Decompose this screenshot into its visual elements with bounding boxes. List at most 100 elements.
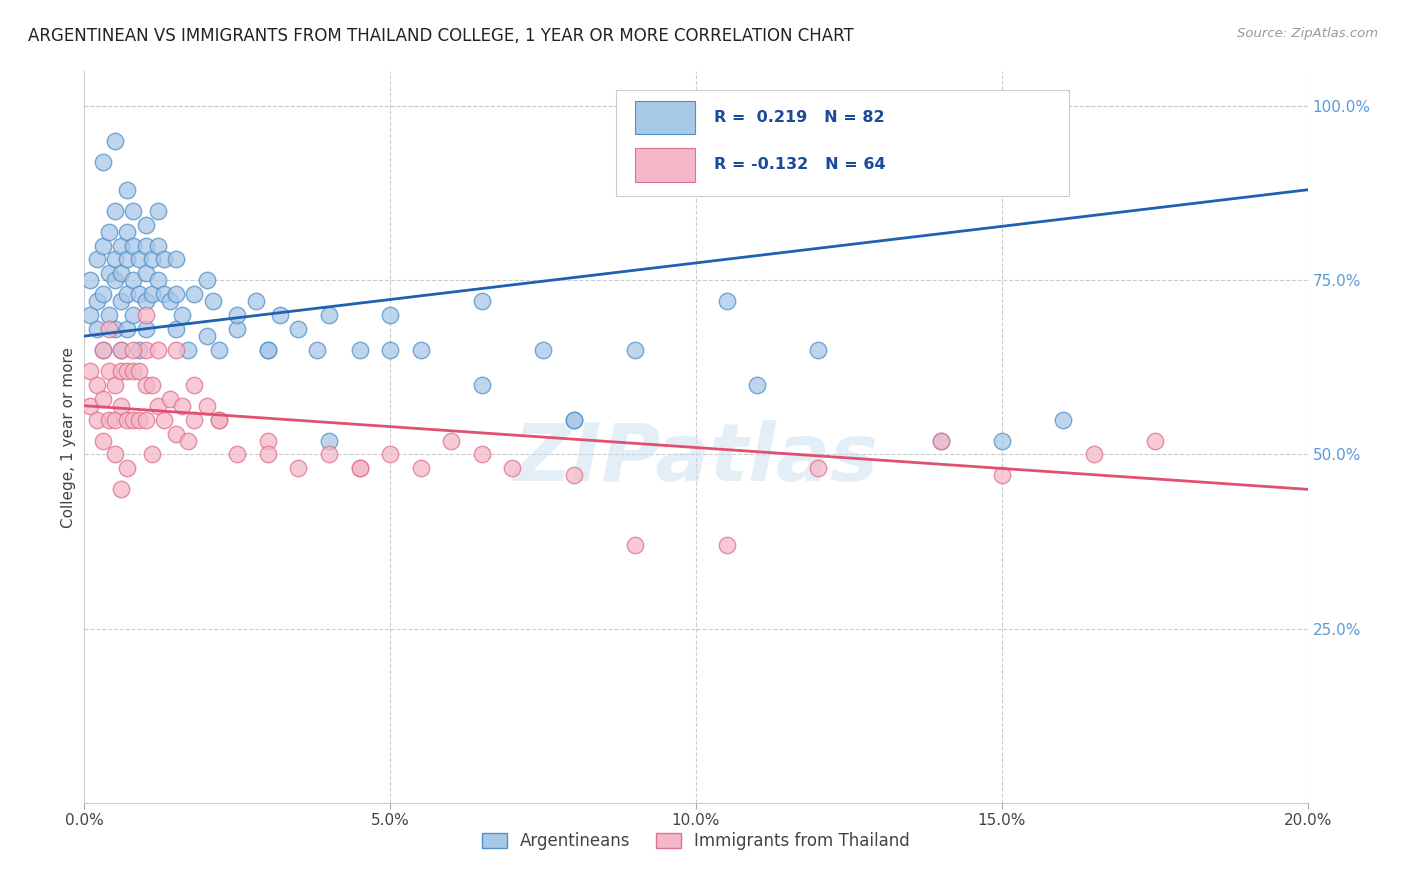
Text: R =  0.219   N = 82: R = 0.219 N = 82 <box>714 110 884 125</box>
Point <box>91 392 114 406</box>
Point <box>257 448 280 462</box>
Point <box>172 308 194 322</box>
Point <box>122 273 145 287</box>
Point <box>1052 412 1074 426</box>
Text: Source: ZipAtlas.com: Source: ZipAtlas.com <box>1237 27 1378 40</box>
Point <box>807 461 830 475</box>
Point <box>146 238 169 252</box>
Point <box>201 294 224 309</box>
Point <box>110 294 132 309</box>
Point <box>104 448 127 462</box>
Point <box>208 412 231 426</box>
Text: R = -0.132   N = 64: R = -0.132 N = 64 <box>714 157 886 172</box>
Point <box>183 412 205 426</box>
Point <box>257 343 280 357</box>
Point <box>128 343 150 357</box>
Point <box>79 308 101 322</box>
Point <box>172 399 194 413</box>
Point <box>177 434 200 448</box>
Point <box>929 434 952 448</box>
Point <box>269 308 291 322</box>
Point <box>110 343 132 357</box>
Point <box>79 273 101 287</box>
Point <box>409 461 432 475</box>
Point <box>146 273 169 287</box>
Point <box>79 399 101 413</box>
Point <box>135 412 157 426</box>
Point <box>257 434 280 448</box>
Point <box>135 294 157 309</box>
Point <box>287 461 309 475</box>
Point <box>110 399 132 413</box>
Point <box>115 225 138 239</box>
Point <box>122 412 145 426</box>
Point <box>104 412 127 426</box>
Point <box>135 322 157 336</box>
Point <box>141 448 163 462</box>
Point <box>562 412 585 426</box>
Text: ARGENTINEAN VS IMMIGRANTS FROM THAILAND COLLEGE, 1 YEAR OR MORE CORRELATION CHAR: ARGENTINEAN VS IMMIGRANTS FROM THAILAND … <box>28 27 853 45</box>
Point <box>471 448 494 462</box>
Point <box>349 461 371 475</box>
Point <box>86 322 108 336</box>
Point <box>165 287 187 301</box>
Point <box>716 294 738 309</box>
Point <box>318 434 340 448</box>
Point <box>128 364 150 378</box>
Point <box>318 308 340 322</box>
Point <box>287 322 309 336</box>
Point <box>177 343 200 357</box>
Point <box>245 294 267 309</box>
Point <box>91 287 114 301</box>
Point <box>165 322 187 336</box>
Point <box>91 434 114 448</box>
Point <box>86 294 108 309</box>
Point <box>471 377 494 392</box>
Point <box>122 238 145 252</box>
Point <box>929 434 952 448</box>
Point <box>153 287 176 301</box>
Point <box>159 294 181 309</box>
Point <box>349 343 371 357</box>
Point <box>104 203 127 218</box>
Point <box>380 308 402 322</box>
Point <box>183 377 205 392</box>
Point <box>97 266 120 280</box>
Point <box>165 343 187 357</box>
Point <box>104 273 127 287</box>
Point <box>380 448 402 462</box>
Point <box>122 343 145 357</box>
Point <box>141 252 163 267</box>
Point <box>104 252 127 267</box>
Point <box>79 364 101 378</box>
Point <box>208 412 231 426</box>
Point <box>91 155 114 169</box>
Point <box>153 412 176 426</box>
Point <box>122 364 145 378</box>
Y-axis label: College, 1 year or more: College, 1 year or more <box>60 347 76 527</box>
Point <box>208 343 231 357</box>
FancyBboxPatch shape <box>636 148 695 182</box>
Point <box>115 252 138 267</box>
Point <box>128 287 150 301</box>
Point <box>128 412 150 426</box>
Point <box>562 412 585 426</box>
Point <box>159 392 181 406</box>
Point <box>115 183 138 197</box>
Point <box>110 483 132 497</box>
Point <box>104 134 127 148</box>
Point <box>91 343 114 357</box>
Point <box>97 364 120 378</box>
Point <box>86 252 108 267</box>
Point <box>562 468 585 483</box>
Point <box>624 343 647 357</box>
Point <box>165 252 187 267</box>
Point <box>128 252 150 267</box>
Text: ZIPatlas: ZIPatlas <box>513 420 879 498</box>
Point <box>440 434 463 448</box>
Point <box>153 252 176 267</box>
Point <box>97 308 120 322</box>
Point <box>135 308 157 322</box>
Point <box>135 218 157 232</box>
Point <box>110 266 132 280</box>
